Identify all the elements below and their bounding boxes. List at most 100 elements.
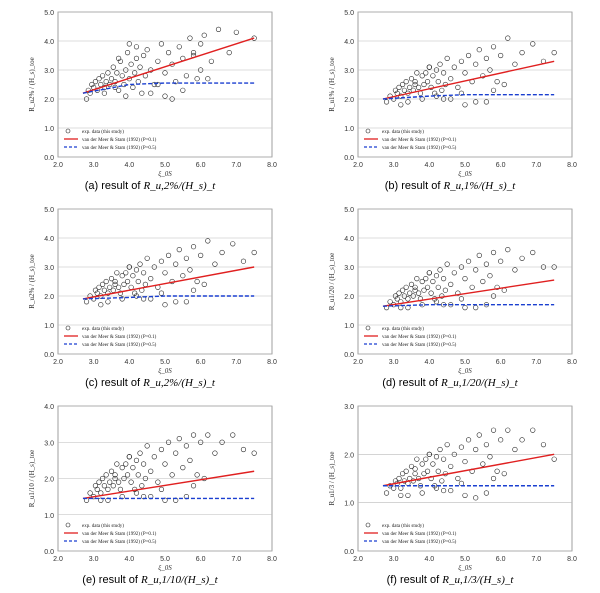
data-point [233, 29, 239, 35]
data-point [151, 264, 157, 270]
data-point [423, 70, 429, 76]
data-point [194, 278, 200, 285]
caption-c: (c) result of R_u,2%/(H_s)_t [0, 377, 300, 389]
x-tick-label: 4.0 [124, 556, 134, 563]
x-axis-label: ξ_0S [458, 367, 472, 375]
data-point [114, 461, 120, 467]
data-point [398, 492, 404, 499]
data-point [405, 492, 411, 499]
data-point [494, 78, 500, 85]
data-point [444, 442, 450, 448]
legend-marker [65, 128, 71, 134]
data-point [158, 486, 165, 492]
data-point [105, 299, 111, 305]
data-point [505, 35, 511, 41]
data-point [194, 472, 200, 478]
data-point [490, 44, 497, 50]
legend-marker [365, 128, 371, 134]
data-point [551, 264, 557, 270]
x-tick-label: 5.0 [460, 162, 470, 169]
x-tick-label: 5.0 [160, 162, 170, 169]
data-point [473, 61, 479, 67]
caption-prefix: (e) result of [82, 574, 138, 586]
data-point [165, 252, 172, 259]
data-point [419, 278, 425, 285]
data-point [416, 290, 422, 296]
data-point [462, 458, 468, 465]
data-point [92, 287, 99, 293]
data-point [439, 87, 445, 93]
data-point [119, 465, 125, 471]
data-point [448, 302, 454, 308]
y-tick-label: 4.0 [44, 39, 54, 46]
y-tick-label: 0.0 [44, 549, 54, 556]
data-point [151, 81, 157, 88]
data-point [401, 293, 407, 299]
y-tick-label: 1.0 [44, 513, 54, 520]
data-point [219, 249, 225, 256]
y-tick-label: 2.0 [44, 294, 54, 301]
data-point [405, 99, 411, 105]
legend-p05: van der Meer & Stam (1992) (P=0.5) [82, 146, 157, 151]
data-point [107, 479, 113, 485]
data-point [139, 90, 145, 96]
data-point [442, 287, 448, 293]
data-point [173, 450, 179, 456]
data-point [132, 290, 138, 296]
data-point [444, 55, 450, 62]
data-point [421, 287, 427, 293]
data-point [198, 67, 204, 73]
x-tick-label: 4.0 [124, 162, 134, 169]
data-point [490, 475, 497, 482]
panel-f: 0.0 1.0 2.0 3.0 2.0 3.0 4.0 5.0 6.0 7.0 8.0 ξ_0S R_u… [300, 394, 600, 591]
data-point [408, 76, 415, 82]
data-point [124, 278, 131, 285]
data-point [423, 456, 429, 462]
data-point [141, 52, 147, 59]
data-point [116, 284, 122, 290]
data-point [476, 432, 482, 438]
data-point [212, 261, 218, 267]
data-point [205, 238, 211, 244]
data-point [494, 284, 500, 290]
data-point [198, 439, 204, 445]
data-point [399, 81, 406, 88]
data-point [137, 64, 143, 70]
legend-p01: van der Meer & Stam (1992) (P=0.1) [382, 532, 457, 537]
x-tick-label: 2.0 [353, 556, 363, 563]
x-tick-label: 6.0 [196, 359, 206, 366]
data-point [133, 44, 140, 50]
y-tick-label: 4.0 [344, 39, 354, 46]
series-line-p01 [82, 470, 255, 500]
y-axis-label: R_u2% / (H_s)_toe [28, 254, 36, 308]
data-point [448, 463, 454, 470]
data-point [462, 102, 468, 108]
data-point [433, 454, 440, 460]
x-tick-label: 6.0 [196, 556, 206, 563]
data-point [133, 293, 140, 299]
data-point [208, 58, 214, 64]
data-point [458, 444, 465, 450]
data-point [205, 432, 211, 438]
y-tick-label: 4.0 [44, 236, 54, 243]
x-tick-label: 2.0 [53, 162, 63, 169]
data-point [116, 87, 122, 93]
y-tick-label: 1.0 [344, 323, 354, 330]
data-point [230, 241, 236, 247]
data-point [448, 76, 454, 82]
data-point [490, 293, 497, 299]
data-point [83, 96, 90, 102]
data-point [124, 49, 131, 56]
legend-exp: exp. data (this study) [382, 327, 424, 332]
data-point [112, 278, 118, 285]
caption-d: (d) result of R_u,1/20/(H_s)_t [300, 377, 600, 389]
data-point [412, 466, 418, 472]
data-point [230, 432, 236, 438]
data-point [121, 475, 127, 482]
legend-p01: van der Meer & Stam (1992) (P=0.1) [82, 532, 157, 537]
data-point [183, 299, 189, 305]
series-line-p01 [382, 453, 555, 487]
series-line-p01 [382, 60, 555, 100]
data-point [451, 270, 457, 276]
data-point [441, 96, 447, 102]
